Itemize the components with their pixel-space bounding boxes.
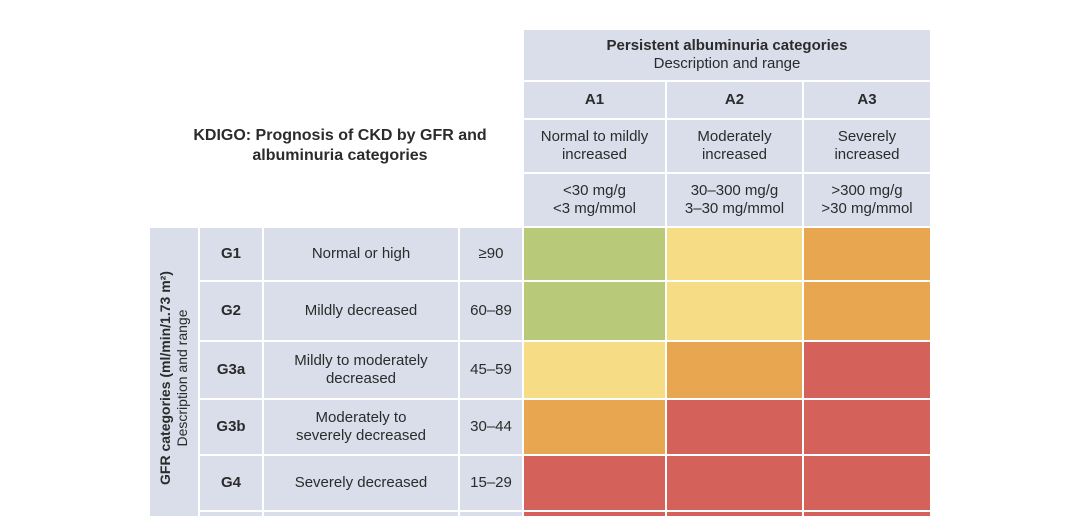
risk-cell-g2-a1: [524, 282, 665, 340]
range-us-a1: <30 mg/g: [563, 182, 626, 199]
column-code-a3: A3: [804, 82, 930, 118]
risk-cell-g3a-a2: [667, 342, 802, 398]
range-us-a3: >300 mg/g: [831, 182, 903, 199]
column-range-a1: <30 mg/g <3 mg/mmol: [524, 174, 665, 226]
chart-title: KDIGO: Prognosis of CKD by GFR and album…: [193, 127, 487, 164]
gfr-axis-label: GFR categories (ml/min/1.73 m²) Descript…: [150, 228, 198, 516]
column-code-a2: A2: [667, 82, 802, 118]
row-description-g1: Normal or high: [264, 228, 458, 280]
row-range-g4: 15–29: [460, 456, 522, 510]
row-range-g3a: 45–59: [460, 342, 522, 398]
row-description-partial: [264, 512, 458, 516]
row-description-g3a: Mildly to moderately decreased: [264, 342, 458, 398]
albuminuria-subheading: Description and range: [653, 55, 801, 72]
range-si-a3: >30 mg/mmol: [821, 200, 913, 217]
row-code-g4: G4: [200, 456, 262, 510]
risk-cell-g1-a1: [524, 228, 665, 280]
row-description-g2: Mildly decreased: [264, 282, 458, 340]
range-si-a2: 3–30 mg/mmol: [684, 200, 785, 217]
risk-cell-g4-a2: [667, 456, 802, 510]
gfr-sublabel: Description and range: [174, 309, 190, 447]
range-us-a2: 30–300 mg/g: [690, 182, 779, 199]
albuminuria-header: Persistent albuminuria categories Descri…: [524, 30, 930, 80]
risk-cell-g4-a1: [524, 456, 665, 510]
row-range-g2: 60–89: [460, 282, 522, 340]
risk-cell-g2-a2: [667, 282, 802, 340]
row-code-partial: [200, 512, 262, 516]
risk-cell-partial-a2: [667, 512, 802, 516]
row-description-g4: Severely decreased: [264, 456, 458, 510]
risk-cell-g1-a3: [804, 228, 930, 280]
column-description-a2: Moderately increased: [667, 120, 802, 172]
row-code-g1: G1: [200, 228, 262, 280]
risk-cell-g1-a2: [667, 228, 802, 280]
risk-cell-g3b-a2: [667, 400, 802, 454]
risk-cell-g3b-a3: [804, 400, 930, 454]
risk-cell-partial-a3: [804, 512, 930, 516]
risk-cell-g4-a3: [804, 456, 930, 510]
row-range-g1: ≥90: [460, 228, 522, 280]
gfr-label: GFR categories (ml/min/1.73 m²): [157, 271, 174, 485]
row-range-partial: [460, 512, 522, 516]
column-code-a1: A1: [524, 82, 665, 118]
row-description-g3b: Moderately to severely decreased: [264, 400, 458, 454]
row-code-g3a: G3a: [200, 342, 262, 398]
row-code-g3b: G3b: [200, 400, 262, 454]
column-range-a2: 30–300 mg/g 3–30 mg/mmol: [667, 174, 802, 226]
row-code-g2: G2: [200, 282, 262, 340]
risk-cell-g3b-a1: [524, 400, 665, 454]
risk-cell-partial-a1: [524, 512, 665, 516]
range-si-a1: <3 mg/mmol: [553, 200, 636, 217]
row-range-g3b: 30–44: [460, 400, 522, 454]
risk-cell-g2-a3: [804, 282, 930, 340]
column-range-a3: >300 mg/g >30 mg/mmol: [804, 174, 930, 226]
risk-cell-g3a-a1: [524, 342, 665, 398]
albuminuria-heading: Persistent albuminuria categories: [606, 37, 848, 54]
column-description-a1: Normal to mildly increased: [524, 120, 665, 172]
risk-cell-g3a-a3: [804, 342, 930, 398]
column-description-a3: Severely increased: [804, 120, 930, 172]
